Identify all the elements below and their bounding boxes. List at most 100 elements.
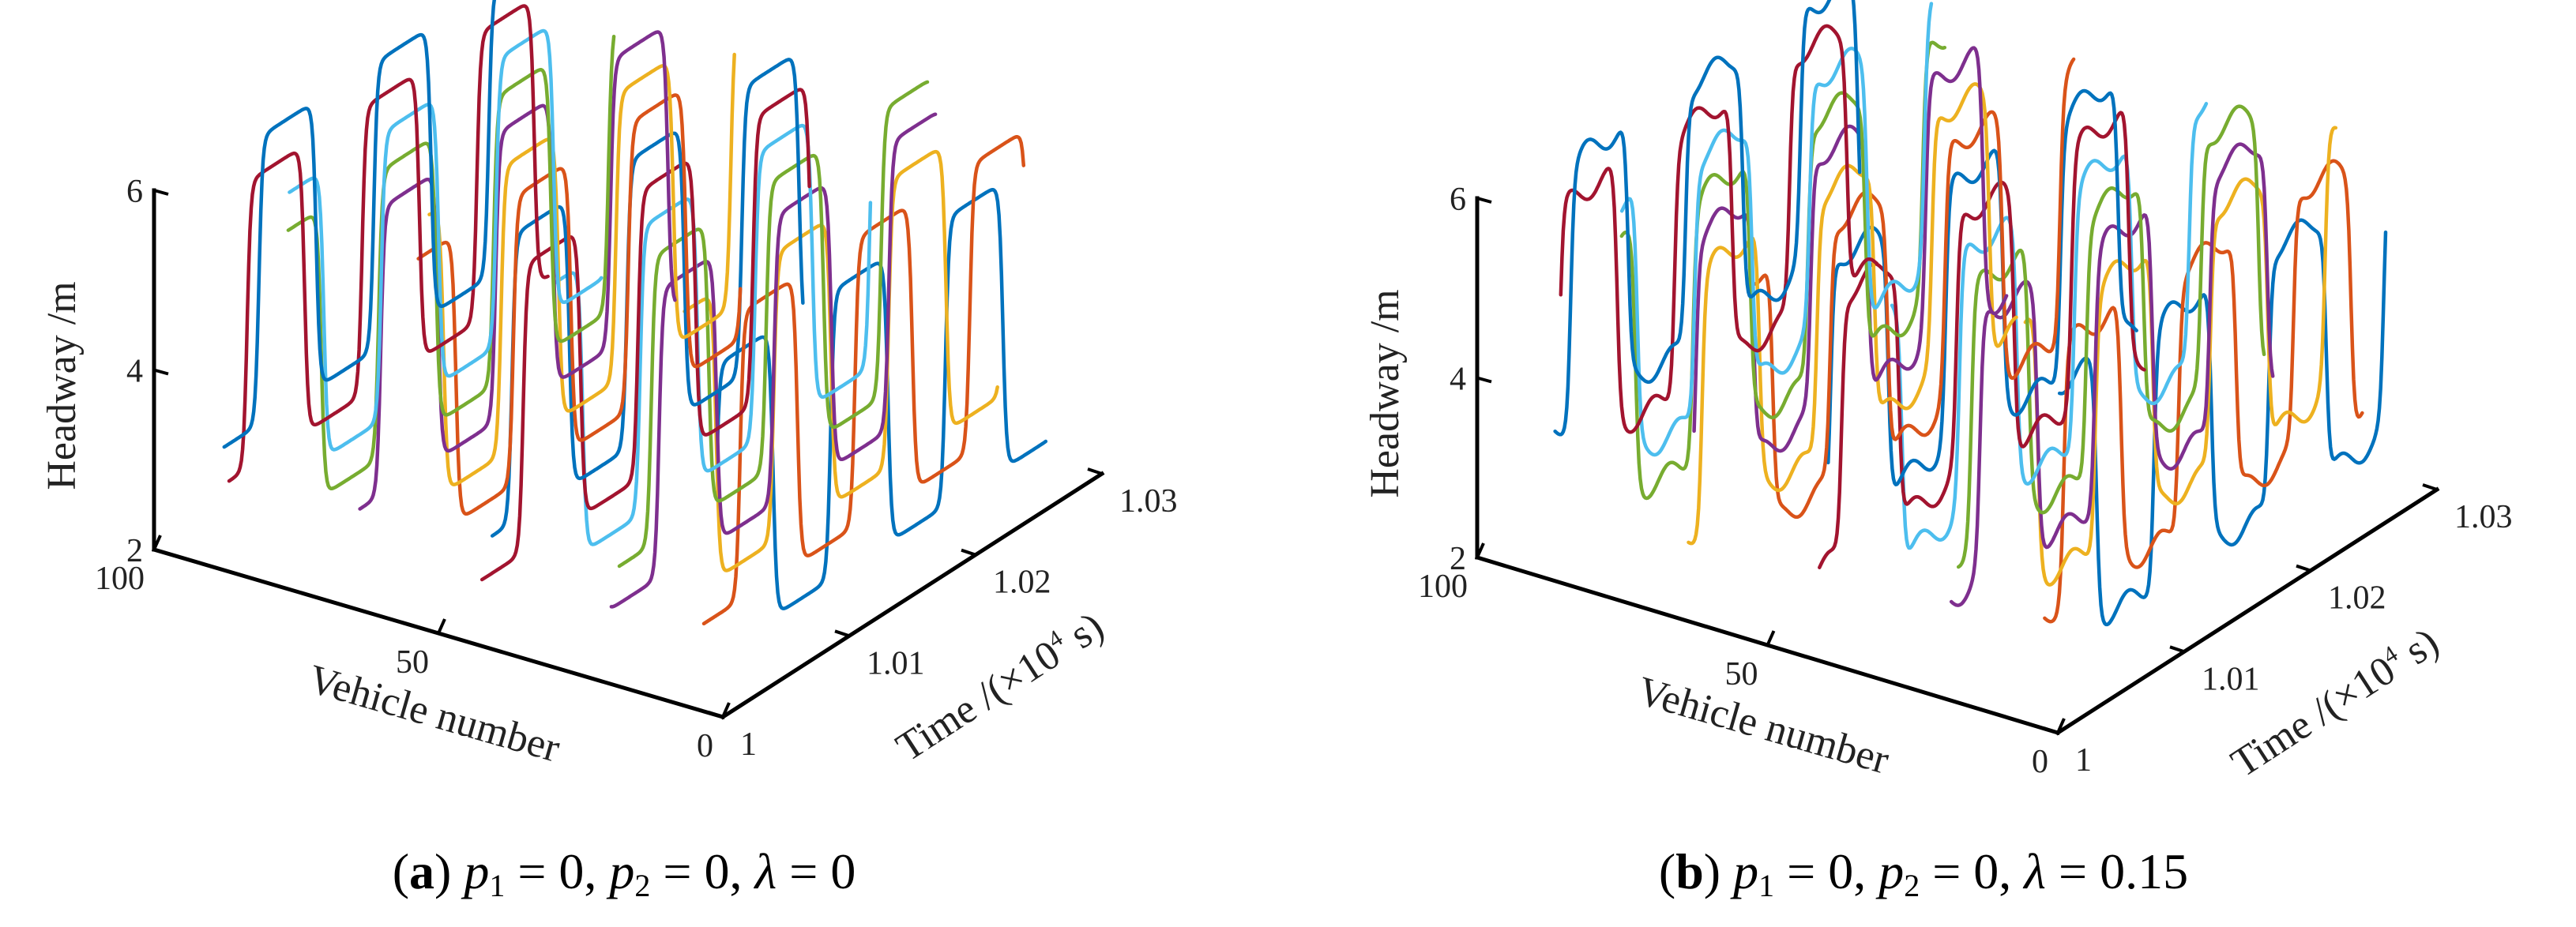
panel-b-series-15 — [2023, 126, 2338, 587]
panel-b-series-71 — [1692, 46, 2009, 453]
panel-b-y-tickmark — [2296, 564, 2311, 572]
panel-b-y-tick-1-01: 1.01 — [2202, 661, 2260, 697]
panel-a-y-tick-1-01: 1.01 — [867, 645, 925, 681]
panel-b-z-label: Headway /m — [1363, 289, 1408, 497]
panel-b-caption-p2-sub: 2 — [1904, 868, 1920, 903]
panel-b-caption-p1-sub: 1 — [1758, 868, 1774, 903]
panel-a-caption-lambda-val: = 0 — [777, 843, 856, 899]
panel-a-series — [222, 0, 1048, 626]
panel-b-y-tick-1-03: 1.03 — [2454, 499, 2513, 535]
panel-a-series-85 — [288, 28, 604, 452]
panel-b-y-tickmark — [2169, 645, 2185, 654]
panel-a-caption-p1-val: = 0, — [505, 843, 609, 899]
panel-b-axes — [1474, 196, 2440, 736]
panel-a-x-tickmark — [437, 618, 446, 634]
panel-a-series-57 — [416, 93, 743, 516]
panel-a-x-tickmark — [152, 535, 162, 550]
panel-a-caption: (a) p1 = 0, p2 = 0, λ = 0 — [393, 843, 856, 903]
panel-a-y-tickmark — [708, 711, 724, 719]
panel-a-x-tick-50: 50 — [396, 644, 429, 681]
panel-a-y-label: Time /(×104 s) — [888, 603, 1111, 771]
panel-a-x-tickmark — [721, 702, 731, 718]
panel-a-y-tick-1-03: 1.03 — [1119, 483, 1178, 520]
panel-b-z-tickmark — [1476, 556, 1492, 563]
panel-a-caption-p2: p — [606, 843, 634, 899]
panel-a-series-36 — [551, 123, 873, 546]
panel-b-caption-p2: p — [1875, 843, 1904, 899]
panel-a-series-22 — [609, 112, 938, 609]
panel-b-y-label: Time /(×104 s) — [2223, 619, 2446, 786]
panel-b-series-99 — [1553, 0, 1862, 437]
panel-a-z-tickmark — [153, 368, 169, 376]
panel-b-caption-p1: p — [1730, 843, 1758, 899]
panel-b-x-tick-50: 50 — [1725, 656, 1758, 692]
panel-a-series-92 — [227, 4, 550, 483]
panel-b-z-tick-4: 4 — [1450, 362, 1466, 398]
panel-a-y-tick-1: 1 — [740, 726, 757, 763]
panel-b-series — [1553, 0, 2388, 627]
panel-a-caption-p1-sub: 1 — [489, 868, 505, 903]
panel-a: 0 50 100 1 1.01 1.02 1.03 2 4 6 Vehicle … — [39, 0, 1178, 903]
panel-b-z-tickmark — [1476, 376, 1492, 384]
panel-a-y-axis — [720, 471, 1105, 720]
panel-b-series-92 — [1559, 24, 1879, 434]
panel-b-series-57 — [1752, 57, 2076, 520]
panel-a-y-tickmark — [1087, 467, 1103, 475]
panel-a-series-78 — [286, 34, 616, 490]
panel-b-y-label-end: s) — [2389, 620, 2446, 679]
panel-b-caption-p2-val: = 0, — [1920, 843, 2024, 899]
panel-b-x-tickmark — [1476, 542, 1485, 558]
panel-b-x-tickmark — [1766, 630, 1776, 646]
panel-a-series-71 — [358, 30, 677, 511]
panel-b-z-tick-6: 6 — [1450, 182, 1466, 218]
panel-a-z-tick-6: 6 — [126, 174, 143, 210]
panel-b-series-64 — [1687, 82, 2018, 546]
panel-b-series-36 — [1890, 102, 2209, 550]
panel-b-series-29 — [1956, 104, 2266, 569]
panel-b-y-tickmark — [2043, 726, 2059, 734]
panel-b-x-tick-100: 100 — [1418, 569, 1468, 605]
panel-b-x-tickmark — [2056, 718, 2066, 734]
panel-a-series-64 — [427, 52, 736, 486]
panel-a-caption-p2-sub: 2 — [634, 868, 650, 903]
panel-b-series-85 — [1619, 2, 1934, 457]
panel-b-x-label: Vehicle number — [1633, 669, 1894, 783]
panel-a-x-tick-0: 0 — [697, 728, 713, 764]
panel-b-y-tick-1-02: 1.02 — [2328, 580, 2386, 617]
panel-a-caption-lambda: λ — [754, 843, 777, 899]
panel-a-series-43 — [479, 88, 811, 582]
panel-a-z-tickmark — [153, 548, 169, 555]
panel-a-y-tick-1-02: 1.02 — [993, 565, 1051, 601]
panel-a-caption-letter: a — [409, 843, 434, 899]
panel-a-y-tickmark — [834, 629, 850, 638]
panel-a-series-99 — [222, 0, 497, 449]
panel-b-z-tickmark — [1476, 197, 1492, 204]
panel-b-y-tick-1: 1 — [2075, 742, 2092, 779]
panel-a-caption-p1: p — [461, 843, 489, 899]
panel-b-series-1 — [2057, 218, 2388, 627]
panel-a-x-label: Vehicle number — [303, 657, 565, 771]
panel-a-series-50 — [490, 58, 805, 538]
panel-a-z-label: Headway /m — [39, 281, 85, 490]
panel-a-caption-p2-val: = 0, — [650, 843, 754, 899]
panel-a-z-tick-4: 4 — [126, 354, 143, 390]
panel-a-series-8 — [701, 135, 1026, 626]
panel-a-y-tickmark — [961, 548, 976, 557]
panel-b: 0 50 100 1 1.01 1.02 1.03 2 4 6 Vehicle … — [1363, 0, 2513, 903]
panel-b-y-axis — [2055, 486, 2440, 736]
panel-b-caption-lambda: λ — [2022, 843, 2046, 899]
panel-b-x-tick-0: 0 — [2032, 744, 2048, 780]
panel-b-series-78 — [1619, 40, 1947, 501]
panel-b-caption-letter: b — [1675, 843, 1704, 899]
panel-a-y-label-end: s) — [1054, 604, 1111, 663]
panel-b-z-tick-2: 2 — [1450, 541, 1466, 577]
panel-a-z-tickmark — [153, 189, 169, 196]
panel-a-z-tick-2: 2 — [126, 533, 143, 569]
panel-a-axes — [151, 188, 1105, 720]
panel-b-caption-lambda-val: = 0.15 — [2046, 843, 2188, 899]
panel-b-y-tickmark — [2422, 483, 2438, 491]
panel-a-series-15 — [683, 149, 999, 572]
panel-b-caption-p1-val: = 0, — [1774, 843, 1878, 899]
panel-b-caption: (b) p1 = 0, p2 = 0, λ = 0.15 — [1659, 843, 2188, 903]
